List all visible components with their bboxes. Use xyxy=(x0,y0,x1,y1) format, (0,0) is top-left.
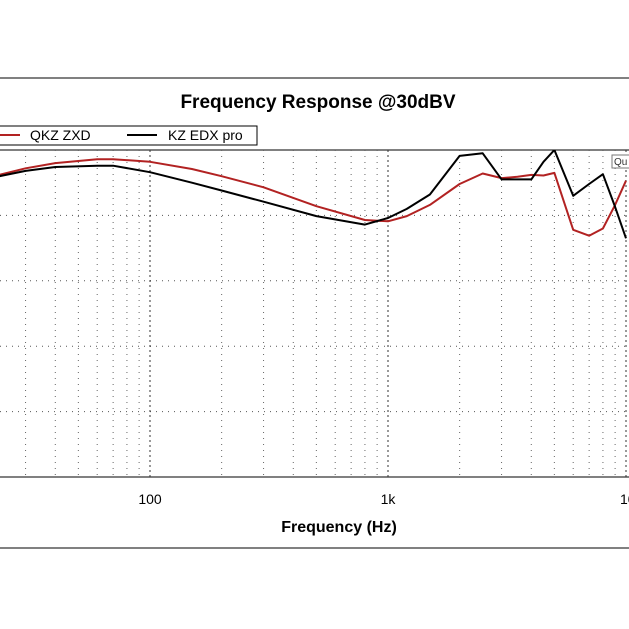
corner-badge-label: Qu xyxy=(614,157,627,168)
grid xyxy=(0,150,629,477)
chart-title: Frequency Response @30dBV xyxy=(180,92,455,113)
corner-badge: Qu xyxy=(611,154,629,169)
legend: QKZ ZXD KZ EDX pro xyxy=(0,125,258,146)
x-tick-label: 1k xyxy=(381,491,397,507)
x-tick-labels: 100 1k 10 xyxy=(138,491,629,507)
series-line-1 xyxy=(0,158,627,237)
series-line-2 xyxy=(0,150,627,239)
x-axis-label: Frequency (Hz) xyxy=(281,519,397,536)
plot-area xyxy=(0,149,629,478)
x-tick-label: 100 xyxy=(138,491,162,507)
x-tick-label: 10 xyxy=(620,491,629,507)
corner-badge-box xyxy=(611,154,629,169)
series-layer xyxy=(0,150,627,239)
legend-label-series-2: KZ EDX pro xyxy=(168,127,243,143)
legend-label-series-1: QKZ ZXD xyxy=(30,127,91,143)
